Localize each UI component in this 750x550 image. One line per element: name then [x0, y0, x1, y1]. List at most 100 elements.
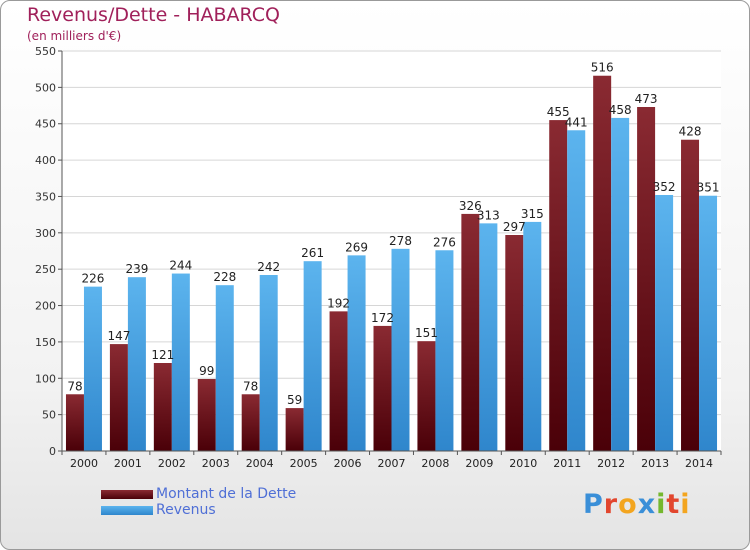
- y-tick-label: 400: [35, 154, 56, 167]
- legend-swatch-dette: [101, 490, 153, 499]
- x-tick-label: 2000: [70, 457, 98, 470]
- x-tick-label: 2010: [509, 457, 537, 470]
- legend-label-dette: Montant de la Dette: [156, 486, 297, 502]
- bar-revenus: [259, 275, 278, 451]
- y-tick-label: 150: [35, 336, 56, 349]
- bar-dette: [197, 379, 216, 451]
- data-label-dette: 455: [547, 105, 570, 119]
- logo-letter: x: [637, 489, 657, 520]
- chart-subtitle: (en milliers d'€): [27, 29, 122, 43]
- bar-revenus: [699, 195, 718, 451]
- data-label-revenus: 313: [477, 208, 500, 222]
- x-tick-label: 2008: [421, 457, 449, 470]
- proxiti-logo: Proxiti: [583, 489, 691, 520]
- bar-dette: [65, 394, 84, 451]
- bar-revenus: [215, 285, 234, 451]
- bar-dette: [549, 120, 568, 451]
- logo-letter: t: [666, 489, 681, 520]
- y-tick-label: 300: [35, 227, 56, 240]
- x-tick-label: 2003: [202, 457, 230, 470]
- data-label-dette: 297: [503, 220, 526, 234]
- data-label-dette: 192: [327, 296, 350, 310]
- data-label-dette: 473: [635, 92, 658, 106]
- data-label-revenus: 261: [301, 246, 324, 260]
- x-tick-label: 2005: [290, 457, 318, 470]
- x-tick-label: 2004: [246, 457, 274, 470]
- x-tick-label: 2012: [597, 457, 625, 470]
- bar-revenus: [523, 221, 542, 451]
- bar-dette: [505, 235, 524, 451]
- bar-revenus: [171, 273, 190, 451]
- bar-revenus: [435, 250, 454, 451]
- y-tick-label: 100: [35, 372, 56, 385]
- bar-dette: [593, 75, 612, 452]
- x-tick-label: 2006: [334, 457, 362, 470]
- bar-revenus: [83, 286, 102, 451]
- y-tick-label: 0: [49, 445, 56, 458]
- bar-revenus: [347, 255, 366, 451]
- bar-revenus: [391, 248, 410, 451]
- bar-dette: [153, 363, 172, 451]
- data-label-revenus: 441: [565, 115, 588, 129]
- bar-revenus: [611, 117, 630, 451]
- legend-label-revenus: Revenus: [156, 502, 216, 518]
- data-label-revenus: 458: [609, 103, 632, 117]
- data-label-dette: 59: [287, 393, 302, 407]
- bar-revenus: [127, 277, 146, 451]
- data-label-revenus: 226: [82, 272, 105, 286]
- bar-dette: [637, 107, 656, 451]
- data-label-dette: 78: [243, 379, 258, 393]
- data-label-revenus: 278: [389, 234, 412, 248]
- data-label-dette: 151: [415, 326, 438, 340]
- bar-revenus: [303, 261, 322, 451]
- chart-title: Revenus/Dette - HABARCQ: [27, 4, 280, 26]
- logo-letter: r: [603, 489, 619, 520]
- x-tick-label: 2009: [465, 457, 493, 470]
- logo-letter: i: [656, 489, 667, 520]
- x-tick-label: 2007: [378, 457, 406, 470]
- logo-letter: P: [583, 489, 604, 520]
- data-label-revenus: 244: [169, 259, 192, 273]
- bar-dette: [681, 139, 700, 451]
- logo-letter: o: [618, 489, 638, 520]
- data-label-revenus: 315: [521, 207, 544, 221]
- bar-dette: [373, 325, 392, 451]
- bar-dette: [241, 394, 260, 451]
- bar-dette: [285, 408, 304, 451]
- data-label-dette: 326: [459, 199, 482, 213]
- data-label-dette: 172: [371, 311, 394, 325]
- bar-dette: [109, 344, 128, 451]
- data-label-revenus: 239: [125, 262, 148, 276]
- y-tick-label: 50: [42, 409, 56, 422]
- x-tick-label: 2001: [114, 457, 142, 470]
- y-tick-label: 500: [35, 81, 56, 94]
- bar-dette: [417, 341, 436, 451]
- y-tick-label: 200: [35, 300, 56, 313]
- y-tick-label: 450: [35, 118, 56, 131]
- data-label-revenus: 352: [653, 180, 676, 194]
- x-tick-label: 2002: [158, 457, 186, 470]
- data-label-revenus: 276: [433, 235, 456, 249]
- data-label-revenus: 228: [213, 270, 236, 284]
- x-tick-label: 2014: [685, 457, 713, 470]
- legend-swatch-revenus: [101, 506, 153, 515]
- bar-revenus: [479, 223, 498, 451]
- data-label-dette: 516: [591, 61, 614, 75]
- bar-dette: [461, 213, 480, 451]
- bar-dette: [329, 311, 348, 451]
- y-tick-label: 350: [35, 190, 56, 203]
- logo-letter: i: [680, 489, 691, 520]
- bar-revenus: [655, 195, 674, 451]
- y-tick-label: 550: [35, 45, 56, 58]
- data-label-dette: 99: [199, 364, 214, 378]
- data-label-dette: 147: [107, 329, 130, 343]
- x-tick-label: 2011: [553, 457, 581, 470]
- y-tick-label: 250: [35, 263, 56, 276]
- data-label-dette: 428: [679, 125, 702, 139]
- x-tick-label: 2013: [641, 457, 669, 470]
- data-label-revenus: 351: [697, 181, 720, 195]
- data-label-dette: 78: [67, 379, 82, 393]
- data-label-dette: 121: [151, 348, 174, 362]
